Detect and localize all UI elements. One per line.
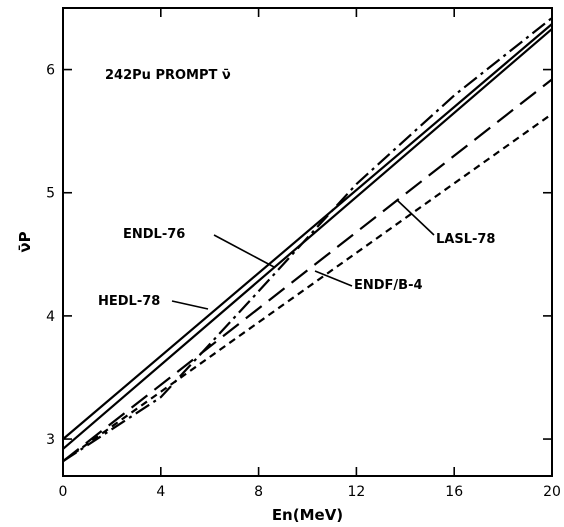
x-tick-label: 0 — [59, 484, 68, 500]
y-tick-label: 6 — [46, 63, 55, 79]
x-tick-label: 20 — [543, 484, 561, 500]
y-tick-label: 4 — [46, 309, 55, 325]
x-axis-label: En(MeV) — [272, 506, 343, 524]
series-line-endf-b-4 — [63, 79, 552, 461]
x-tick-label: 16 — [445, 484, 463, 500]
series-label-hedl-78: HEDL-78 — [98, 294, 160, 309]
x-tick-label: 8 — [254, 484, 263, 500]
leader-endl-76 — [214, 235, 274, 267]
x-tick-label: 12 — [347, 484, 365, 500]
y-axis-label: ν̄P — [16, 231, 34, 252]
series-line-unlabeled — [63, 114, 552, 461]
series-label-lasl-78: LASL-78 — [436, 232, 495, 247]
y-tick-label: 5 — [46, 186, 55, 202]
x-tick-label: 4 — [156, 484, 165, 500]
series-label-endl-76: ENDL-76 — [123, 227, 185, 242]
y-tick-label: 3 — [46, 432, 55, 448]
chart-annotation: 242Pu PROMPT ν̄ — [105, 68, 231, 83]
series-label-endf-b-4: ENDF/B-4 — [354, 278, 423, 293]
leader-hedl-78 — [172, 301, 208, 309]
leader-lasl-78 — [397, 200, 434, 235]
